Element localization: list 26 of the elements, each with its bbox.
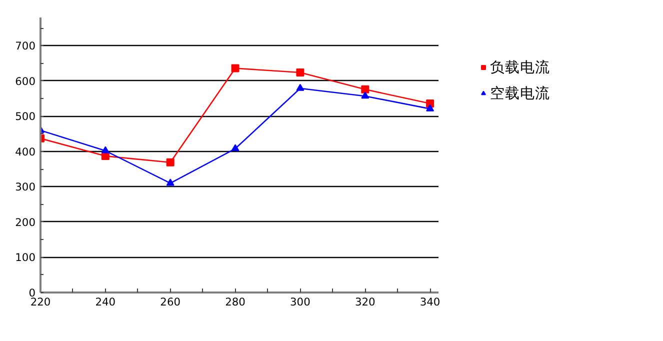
x-tick-label: 240 xyxy=(95,296,116,308)
x-tick-label: 340 xyxy=(420,296,440,308)
point xyxy=(231,144,240,152)
y-tick-label: 600 xyxy=(15,74,36,88)
point xyxy=(426,104,434,112)
x-tick-label: 260 xyxy=(160,296,181,308)
legend-label: 空载电流 xyxy=(490,84,550,102)
x-tick-label: 220 xyxy=(30,296,51,308)
y-tick-label: 500 xyxy=(15,110,36,124)
point xyxy=(296,68,304,76)
point xyxy=(231,64,240,72)
y-tick-label: 100 xyxy=(15,251,36,264)
x-tick-label: 300 xyxy=(290,296,311,308)
point xyxy=(361,85,370,94)
y-tick-label: 700 xyxy=(15,40,36,53)
legend-label: 负载电流 xyxy=(490,58,550,76)
point xyxy=(296,84,304,91)
point xyxy=(166,178,174,186)
point xyxy=(101,146,110,154)
x-tick-label: 280 xyxy=(225,296,246,308)
y-tick-label: 400 xyxy=(15,145,36,158)
point xyxy=(166,158,174,166)
point xyxy=(361,92,370,99)
x-tick-label: 320 xyxy=(354,296,376,308)
y-tick-label: 200 xyxy=(15,216,36,229)
y-tick-label: 300 xyxy=(15,180,36,194)
